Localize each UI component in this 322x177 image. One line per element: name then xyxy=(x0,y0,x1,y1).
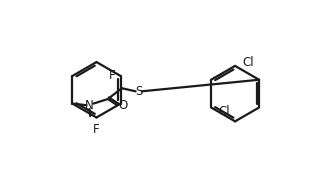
Text: O: O xyxy=(118,99,127,112)
Text: F: F xyxy=(109,69,115,82)
Text: Cl: Cl xyxy=(218,105,230,118)
Text: Cl: Cl xyxy=(242,56,254,68)
Text: N: N xyxy=(85,99,94,112)
Text: F: F xyxy=(93,123,100,136)
Text: S: S xyxy=(135,85,142,98)
